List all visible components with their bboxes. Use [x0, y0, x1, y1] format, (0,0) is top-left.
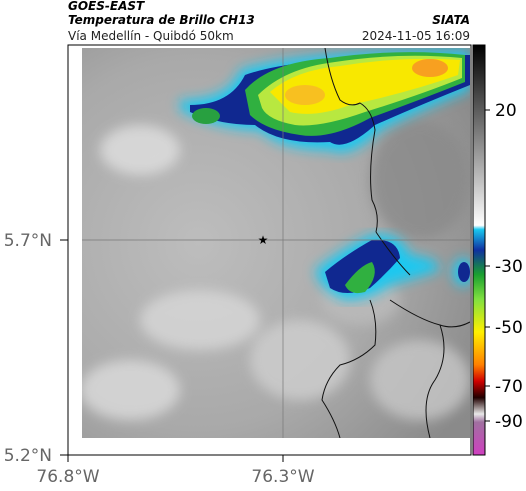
product-title: Temperatura de Brillo CH13	[68, 13, 255, 27]
route: Vía Medellín - Quibdó 50km	[68, 29, 234, 43]
source-title: GOES-EAST	[68, 0, 145, 13]
colorbar-label: -30	[495, 257, 523, 277]
lat-label: 5.7°N	[4, 231, 52, 251]
satellite-image: ★	[82, 48, 470, 438]
labels: 5.7°N 5.2°N76.8°W 76.3°W 20 -30 -50 -70 -90	[4, 101, 523, 487]
lon-label: 76.8°W	[36, 467, 99, 487]
colorbar-label: -70	[495, 377, 523, 397]
lat-label: 5.2°N	[4, 446, 52, 466]
colorbar-label: -90	[495, 412, 523, 432]
colorbar-label: -50	[495, 318, 523, 338]
colorbar-label: 20	[495, 101, 517, 121]
lon-label: 76.3°W	[251, 467, 314, 487]
colorbar	[472, 44, 486, 456]
agency: SIATA	[432, 13, 470, 27]
svg-text:★: ★	[258, 233, 269, 247]
timestamp: 2024-11-05 16:09	[362, 29, 470, 43]
